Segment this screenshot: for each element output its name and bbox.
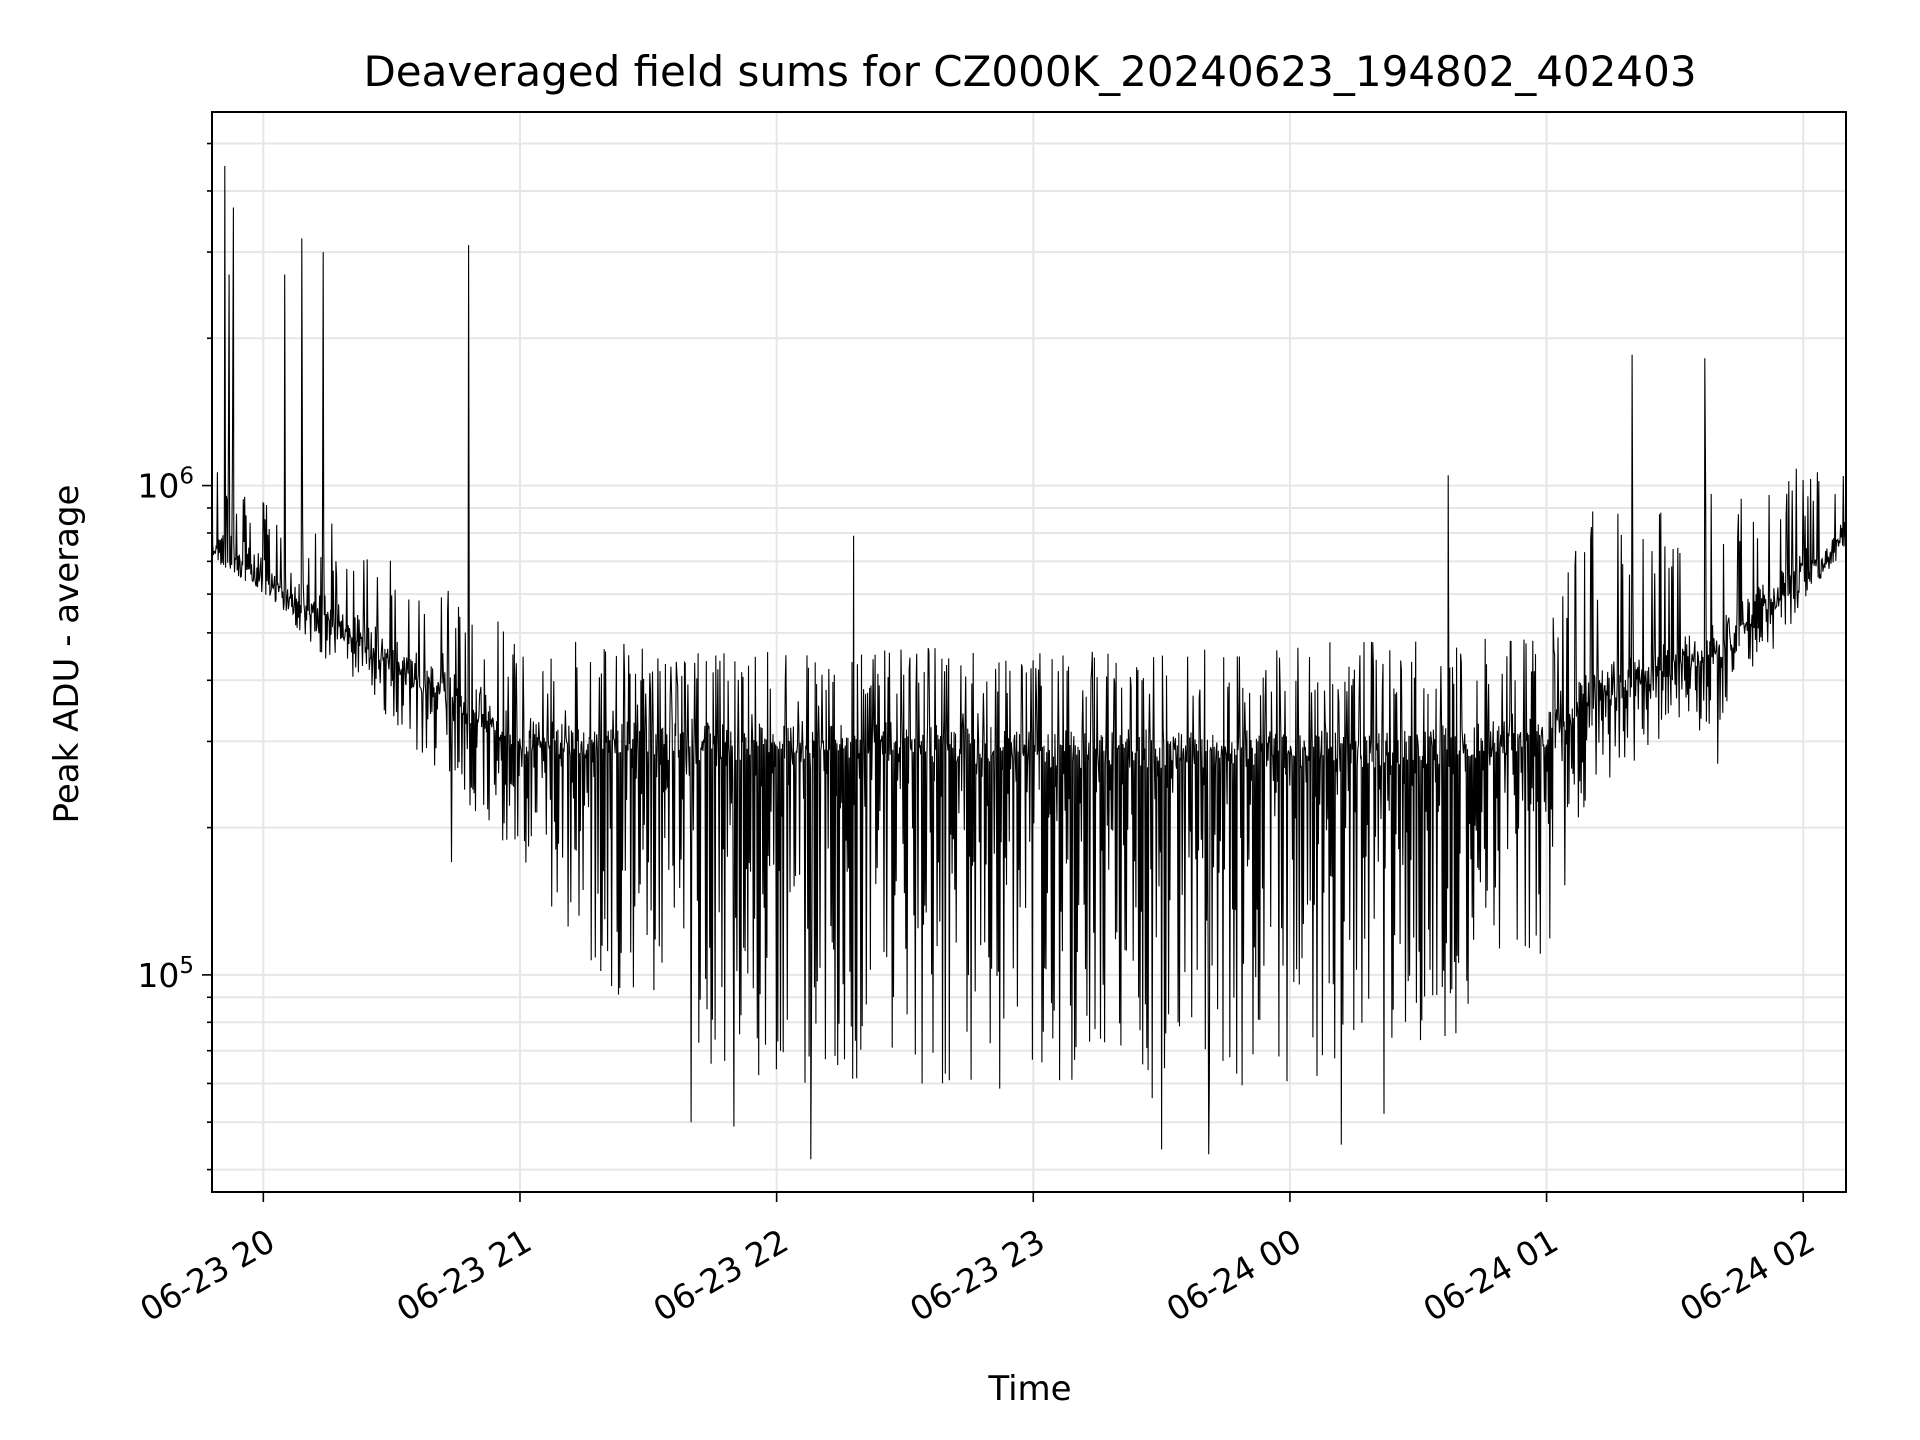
chart-title: Deaveraged field sums for CZ000K_2024062… xyxy=(363,47,1696,96)
plot-frame xyxy=(211,111,1847,1193)
y-tick-label: 105 xyxy=(137,953,194,995)
series-line xyxy=(211,165,1847,1160)
y-axis-label: Peak ADU - average xyxy=(47,485,87,824)
y-tick-label: 106 xyxy=(137,464,194,506)
x-axis-label: Time xyxy=(987,1369,1071,1409)
data-series xyxy=(211,165,1847,1160)
